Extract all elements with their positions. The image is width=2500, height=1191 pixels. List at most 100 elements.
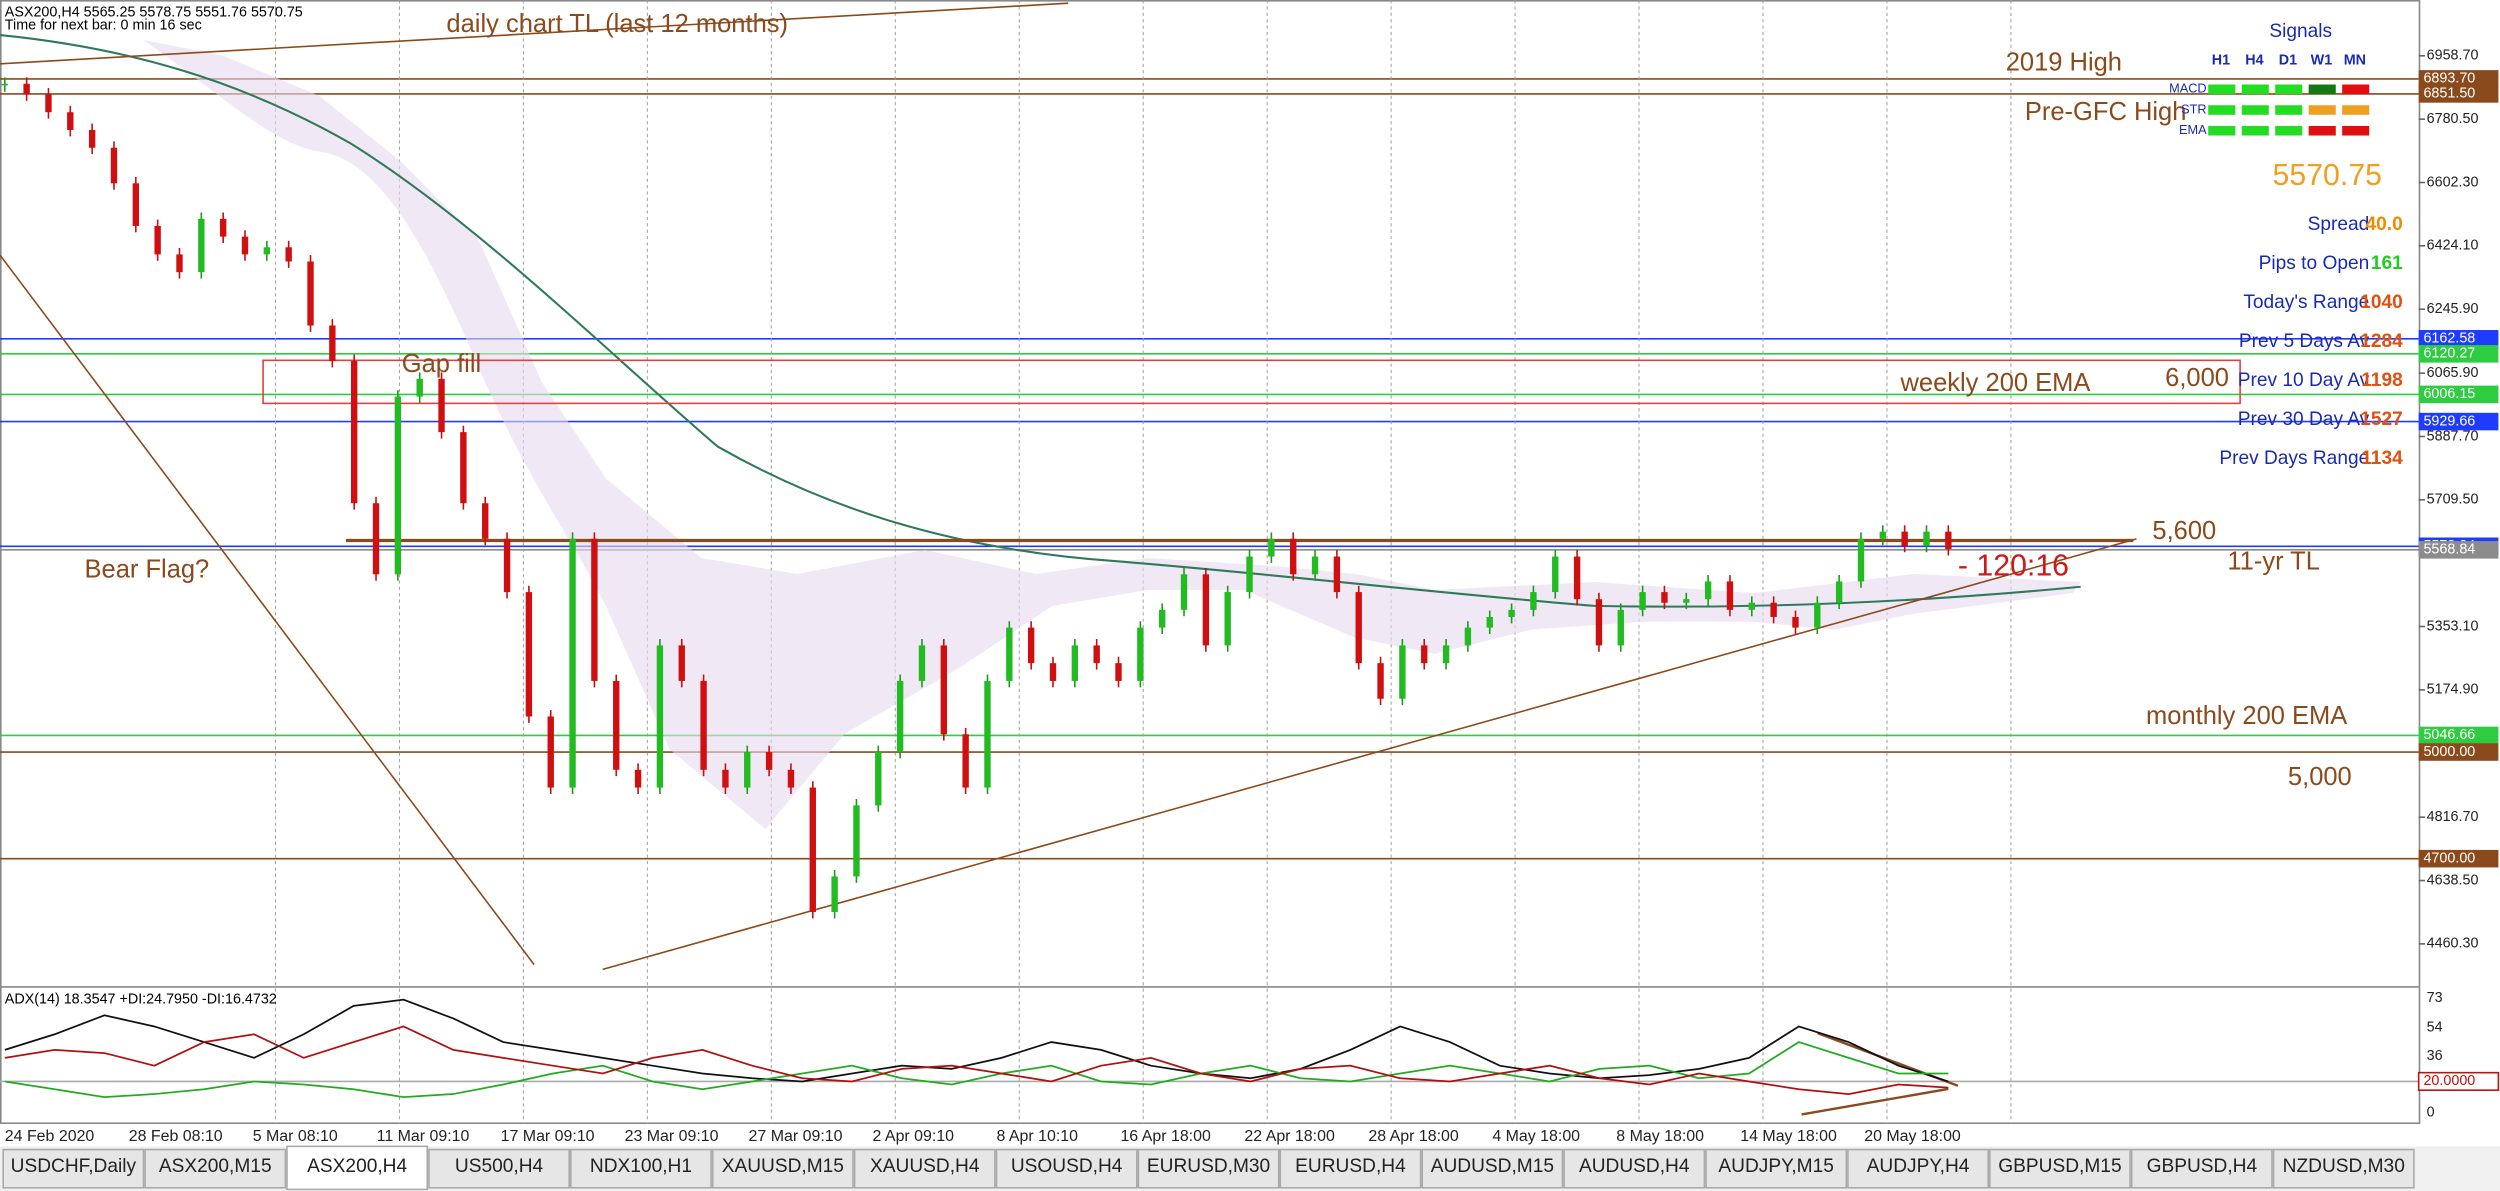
tab[interactable] [2130,1148,2273,1189]
tab[interactable] [853,1148,996,1189]
candle [1464,627,1472,646]
signal-cell [2241,105,2269,115]
candle [1530,592,1537,610]
time-label: 22 Apr 18:00 [1244,1128,1335,1145]
signal-cell [2308,105,2336,115]
candle [1486,616,1493,628]
tab[interactable] [569,1148,712,1189]
tab-label[interactable]: EURUSD,H4 [1295,1156,1406,1177]
candle [1333,556,1341,593]
candle [132,183,140,226]
signal-cell [2275,105,2303,115]
candle [613,680,620,770]
candle [525,592,533,717]
candle [1683,599,1690,603]
annotation: daily chart TL (last 12 months) [446,10,788,38]
signal-cell [2308,125,2336,136]
indicator-line [4,1025,1949,1095]
candle [1923,531,1930,546]
annotation: weekly 200 EMA [1900,369,2091,397]
signal-column: D1 [2279,52,2297,68]
current-price: 5570.75 [2273,159,2382,192]
price-tick-label: 6424.10 [2427,238,2479,254]
tab[interactable] [1988,1148,2131,1189]
tab[interactable] [1705,1148,1848,1189]
indicator-marker-box [2417,1071,2500,1091]
candle [1027,627,1035,664]
bear-flag-line [0,254,535,966]
candle [1792,616,1799,628]
tab[interactable] [2272,1148,2415,1189]
annotation: 5,000 [2288,763,2352,791]
tab-label[interactable]: GBPUSD,H4 [2147,1156,2258,1177]
price-tick-label: 6065.90 [2427,365,2479,381]
tab-label[interactable]: AUDJPY,H4 [1867,1156,1970,1177]
candle [1290,538,1297,575]
candle [1202,574,1210,646]
tab[interactable] [711,1148,854,1189]
tab[interactable] [1563,1148,1706,1189]
tab-label[interactable]: XAUUSD,M15 [722,1156,844,1177]
candle [1835,581,1843,603]
tab-label[interactable]: GBPUSD,M15 [1998,1156,2121,1177]
tab[interactable] [1279,1148,1422,1189]
signal-cell [2342,84,2370,95]
info-label: Pips to Open [2259,253,2370,274]
tab-label[interactable]: NZDUSD,M30 [2283,1156,2405,1177]
tab-label[interactable]: USOUSD,H4 [1011,1156,1123,1177]
candle [656,645,664,788]
price-marker-label: 5046.66 [2423,727,2475,743]
candle [438,378,445,433]
candle [482,503,489,539]
candle [154,225,161,255]
time-label: 11 Mar 09:10 [377,1128,470,1145]
candle [329,325,336,362]
info-value: 161 [2371,253,2403,274]
time-label: 28 Apr 18:00 [1368,1128,1459,1145]
signal-row: MACD [2169,81,2207,96]
signal-cell [2208,125,2236,136]
tab[interactable] [1847,1148,1989,1189]
candle [1224,592,1231,646]
candle [1137,627,1144,681]
tab-label[interactable]: US500,H4 [455,1156,544,1177]
tab-label[interactable]: AUDUSD,H4 [1579,1156,1690,1177]
info-value: 1040 [2360,292,2403,313]
tab[interactable] [995,1148,1138,1189]
tab-label[interactable]: ASX200,M15 [159,1156,272,1177]
candle [1748,602,1755,610]
tab[interactable] [428,1148,570,1189]
candle [1945,531,1952,550]
annotation: Bear Flag? [85,556,210,584]
trendline-11yr [602,538,2137,971]
indicator-tick-label: 73 [2427,990,2443,1006]
price-tick-label: 5887.70 [2427,428,2479,444]
tab[interactable] [1421,1148,1564,1189]
candle [984,680,991,788]
tab[interactable] [2,1148,145,1189]
time-label: 5 Mar 08:10 [253,1128,338,1145]
tab-label[interactable]: XAUUSD,H4 [870,1156,980,1177]
tab[interactable] [286,1145,429,1191]
candle [198,218,205,273]
tab-label[interactable]: AUDJPY,M15 [1718,1156,1834,1177]
signal-row: EMA [2179,122,2207,137]
tab-label[interactable]: NDX100,H1 [590,1156,692,1177]
candle [678,645,685,681]
candle [1704,581,1712,600]
candle [416,378,423,397]
signal-cell [2308,84,2336,95]
price-marker-label: 6893.70 [2423,71,2475,87]
chart-frame [0,0,2421,1125]
candle [1268,538,1275,557]
tab[interactable] [144,1148,287,1189]
price-marker-box [2418,345,2499,363]
tab-label[interactable]: EURUSD,M30 [1147,1156,1270,1177]
tab[interactable] [1137,1148,1280,1189]
tab-label[interactable]: ASX200,H4 [307,1156,407,1177]
annotation: - 120:16 [1958,550,2069,583]
candle [1573,556,1581,600]
tab-label[interactable]: USDCHF,Daily [11,1156,137,1177]
tab-label[interactable]: AUDUSD,M15 [1431,1156,1554,1177]
candle [372,503,380,575]
